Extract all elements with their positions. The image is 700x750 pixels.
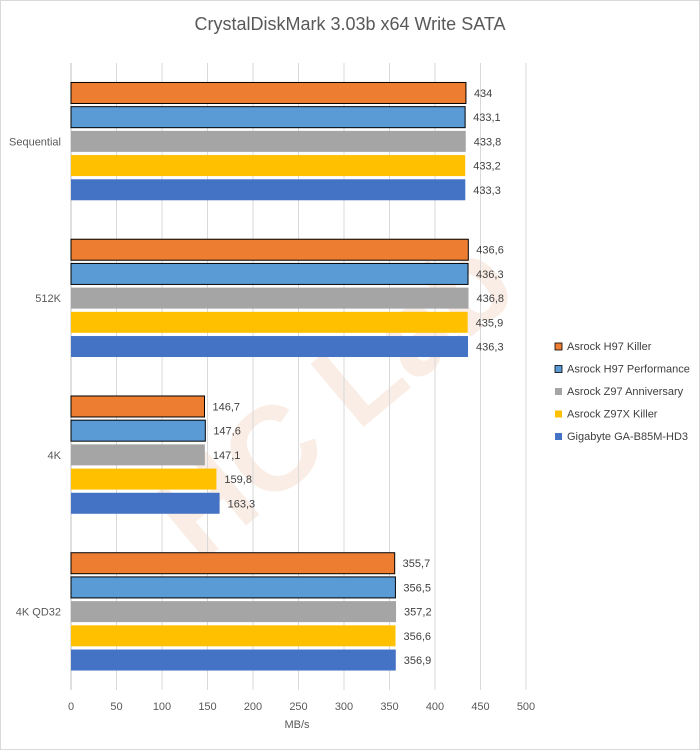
bar-4k-series-5	[71, 492, 220, 514]
data-label: 435,9	[476, 317, 504, 329]
bar-4k-qd32-series-5	[71, 649, 396, 671]
legend-entry: Asrock H97 Killer	[567, 341, 652, 353]
data-label: 159,8	[224, 474, 252, 486]
data-label: 433,8	[474, 136, 502, 148]
data-label: 436,3	[476, 269, 504, 281]
data-label: 356,9	[404, 655, 432, 667]
bar-4k-series-2	[70, 419, 206, 442]
data-label: 147,1	[213, 450, 241, 462]
data-label: 436,6	[476, 245, 504, 257]
bar-sequential-series-2	[70, 106, 466, 129]
data-label: 433,3	[473, 185, 501, 197]
bar-4k-qd32-series-4	[71, 625, 396, 647]
legend-swatch	[555, 433, 562, 440]
category-label: 4K QD32	[16, 607, 61, 619]
x-tick-label: 500	[517, 701, 535, 713]
legend-entry: Asrock Z97 Anniversary	[567, 386, 684, 398]
x-tick-label: 150	[198, 701, 216, 713]
chart-title: CrystalDiskMark 3.03b x64 Write SATA	[194, 14, 505, 34]
data-label: 163,3	[228, 498, 256, 510]
legend: Asrock H97 Killer Asrock H97 Performance A…	[554, 341, 690, 443]
legend-entry: Gigabyte GA-B85M-HD3	[567, 431, 688, 443]
data-label: 147,6	[213, 426, 241, 438]
data-label: 436,8	[476, 293, 504, 305]
bar-4k-series-1	[70, 395, 205, 418]
bar-sequential-series-3	[71, 130, 466, 152]
x-tick-label: 450	[471, 701, 489, 713]
bar-512k-series-3	[71, 287, 469, 309]
x-tick-label: 250	[289, 701, 307, 713]
data-label: 356,5	[403, 582, 431, 594]
x-tick-label: 300	[335, 701, 353, 713]
x-axis-title: MB/s	[284, 719, 310, 731]
data-label: 356,6	[404, 631, 432, 643]
x-tick-label: 100	[153, 701, 171, 713]
x-tick-label: 350	[380, 701, 398, 713]
legend-entry: Asrock Z97X Killer	[567, 409, 658, 421]
bar-4k-qd32-series-2	[70, 576, 396, 599]
data-label: 357,2	[404, 607, 432, 619]
data-label: 436,3	[476, 342, 504, 354]
bar-sequential-series-4	[71, 155, 466, 177]
data-label: 355,7	[403, 558, 431, 570]
bar-4k-qd32-series-3	[71, 601, 397, 623]
legend-swatch	[554, 342, 563, 351]
data-label: 434	[474, 88, 492, 100]
bar-sequential-series-5	[71, 179, 466, 201]
data-label: 433,1	[473, 112, 501, 124]
x-tick-label: 50	[110, 701, 122, 713]
bar-4k-series-4	[71, 468, 217, 490]
legend-swatch	[555, 388, 562, 395]
bar-4k-series-3	[71, 444, 205, 466]
category-label: Sequential	[9, 136, 61, 148]
data-label: 433,2	[473, 161, 501, 173]
bar-512k-series-5	[71, 336, 469, 358]
bar-4k-qd32-series-1	[70, 552, 396, 575]
x-tick-label: 0	[68, 701, 74, 713]
category-label: 4K	[48, 450, 62, 462]
bar-sequential-series-1	[70, 81, 467, 104]
x-tick-label: 400	[426, 701, 444, 713]
bars	[70, 81, 469, 671]
legend-entry: Asrock H97 Performance	[567, 364, 690, 376]
data-label: 146,7	[212, 401, 240, 413]
category-label: 512K	[35, 293, 61, 305]
legend-swatch	[555, 410, 562, 418]
x-tick-labels: 0 50 100 150 200 250 300 350 400 450 500	[68, 701, 535, 713]
data-labels: 434 433,1 433,8 433,2 433,3 436,6 436,3 436,8 43…	[212, 88, 504, 667]
bar-512k-series-2	[70, 262, 469, 285]
category-labels: Sequential 512K 4K 4K QD32	[9, 136, 62, 618]
bar-512k-series-1	[70, 238, 469, 261]
legend-swatch	[554, 365, 563, 373]
bar-512k-series-4	[71, 311, 468, 333]
x-tick-label: 200	[244, 701, 262, 713]
